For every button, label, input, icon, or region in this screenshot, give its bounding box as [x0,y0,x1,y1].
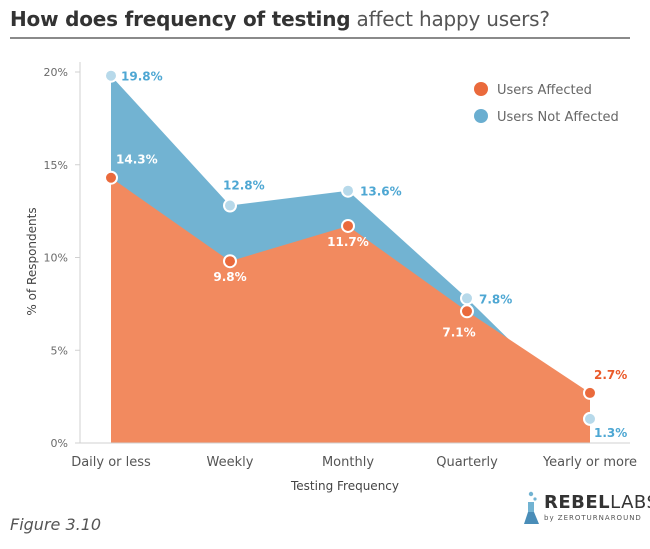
data-label-users-not-affected: 12.8% [223,179,265,193]
legend-item-users-not-affected: Users Not Affected [474,109,619,125]
logo-tagline: by ZEROTURNAROUND [544,514,642,522]
legend-label: Users Affected [497,83,592,98]
chart-title: How does frequency of testing affect hap… [10,4,640,34]
chart-title-light: affect happy users? [356,7,550,31]
y-axis-title: % of Respondents [25,207,39,315]
point-users-affected [583,385,597,400]
x-category-label: Yearly or more [542,455,637,470]
data-label-users-not-affected: 19.8% [121,70,163,84]
legend-swatch [474,109,488,123]
y-tick-label: 5% [51,344,68,357]
point-users-affected [104,170,118,185]
legend-swatch [474,82,488,96]
point-users-affected [460,304,474,319]
data-label-users-not-affected: 7.8% [479,292,512,306]
rebellabs-logo: REBELLABS by ZEROTURNAROUND [522,490,650,530]
data-label-users-affected: 11.7% [327,235,369,249]
x-axis-title: Testing Frequency [290,479,399,493]
y-tick-label: 15% [44,159,68,172]
y-tick-label: 10% [44,252,68,265]
point-users-not-affected [341,183,355,198]
logo-wordmark-bold: REBEL [544,492,611,513]
legend-item-users-affected: Users Affected [474,82,592,98]
logo-wordmark-light: LABS [610,492,650,513]
data-label-users-affected: 9.8% [213,270,246,284]
x-category-label: Quarterly [436,455,498,470]
point-users-not-affected [104,68,118,83]
point-users-not-affected [460,291,474,306]
x-category-label: Monthly [322,455,374,470]
data-label-users-not-affected: 13.6% [360,185,402,199]
logo-wordmark: REBELLABS [544,492,650,513]
data-label-users-affected: 14.3% [116,153,158,167]
point-users-not-affected [223,198,237,213]
series-area-users-affected [111,177,590,444]
data-label-users-affected: 2.7% [594,368,627,382]
title-divider [10,37,630,39]
flask-icon [524,491,539,524]
x-category-label: Weekly [207,455,254,470]
legend: Users Affected Users Not Affected [474,82,619,125]
x-category-label: Daily or less [71,455,151,470]
legend-label: Users Not Affected [497,110,619,125]
data-label-users-affected: 7.1% [442,325,475,339]
point-users-affected [341,218,355,233]
chart-title-bold: How does frequency of testing [10,7,351,31]
data-label-users-not-affected: 1.3% [594,426,627,440]
y-tick-label: 20% [44,66,68,79]
figure-caption: Figure 3.10 [10,515,102,534]
point-users-affected [223,254,237,269]
point-users-not-affected [583,411,597,426]
y-tick-label: 0% [51,437,68,450]
